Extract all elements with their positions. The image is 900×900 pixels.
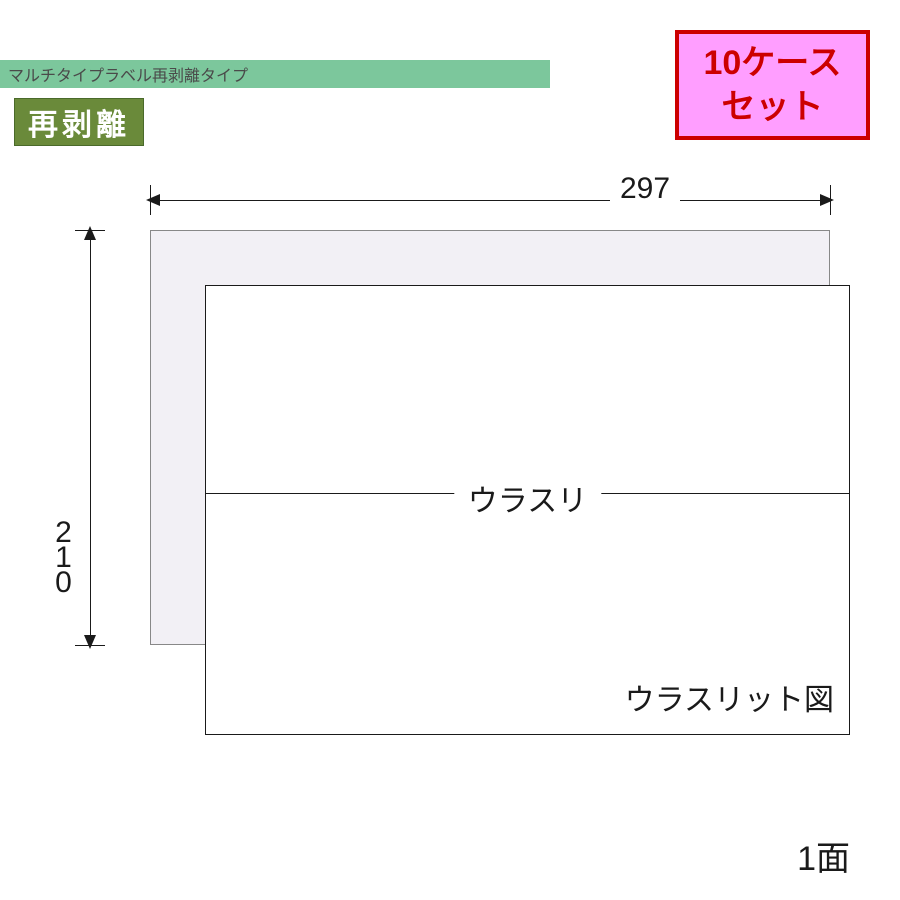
slit-label: ウラスリ bbox=[454, 476, 601, 520]
diagram-area: 297 210 ウラスリ ウラスリット図 bbox=[60, 170, 850, 810]
height-dimension-label: 210 bbox=[46, 510, 80, 597]
dim-left-arrow-top-icon bbox=[84, 226, 96, 240]
front-sheet-rect: ウラスリ ウラスリット図 bbox=[205, 285, 850, 735]
case-badge-line2: セット bbox=[722, 85, 824, 129]
header-bar: マルチタイプラベル再剥離タイプ bbox=[0, 60, 550, 88]
peel-badge: 再剥離 bbox=[14, 98, 144, 146]
width-dimension-label: 297 bbox=[610, 172, 680, 206]
slit-diagram-caption: ウラスリット図 bbox=[625, 675, 834, 719]
dim-left-line bbox=[90, 230, 91, 645]
case-set-badge: 10ケース セット bbox=[675, 30, 870, 140]
dim-left-arrow-bottom-icon bbox=[84, 635, 96, 649]
dim-top-line bbox=[150, 200, 830, 201]
face-count-label: 1面 bbox=[797, 831, 850, 880]
case-badge-line1: 10ケース bbox=[703, 41, 841, 85]
header-bar-text: マルチタイプラベル再剥離タイプ bbox=[8, 62, 248, 86]
dim-top-arrow-right-icon bbox=[820, 194, 834, 206]
peel-badge-text: 再剥離 bbox=[28, 100, 130, 144]
dim-top-arrow-left-icon bbox=[146, 194, 160, 206]
